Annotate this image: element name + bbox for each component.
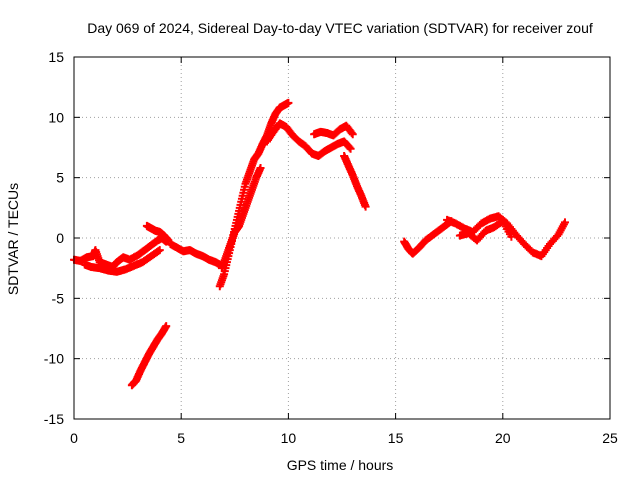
data-point bbox=[347, 128, 356, 137]
data-point bbox=[155, 246, 164, 255]
data-point bbox=[162, 322, 171, 331]
y-axis-label: SDTVAR / TECUs bbox=[5, 183, 21, 295]
y-tick-label: -5 bbox=[52, 290, 65, 306]
data-points-layer bbox=[70, 98, 569, 390]
y-tick-label: 0 bbox=[56, 230, 64, 246]
y-tick-label: -10 bbox=[44, 351, 64, 367]
x-tick-label: 10 bbox=[281, 430, 297, 446]
x-tick-label: 25 bbox=[602, 430, 618, 446]
data-point bbox=[346, 144, 355, 153]
chart-title: Day 069 of 2024, Sidereal Day-to-day VTE… bbox=[87, 20, 593, 36]
data-point bbox=[154, 247, 163, 256]
y-tick-label: 5 bbox=[56, 170, 64, 186]
data-point bbox=[284, 98, 293, 107]
x-axis-label: GPS time / hours bbox=[287, 457, 394, 473]
x-tick-label: 20 bbox=[495, 430, 511, 446]
data-point bbox=[256, 164, 265, 173]
data-point bbox=[345, 143, 354, 152]
x-tick-label: 15 bbox=[388, 430, 404, 446]
grid-layer bbox=[74, 57, 610, 419]
y-tick-label: -15 bbox=[44, 411, 64, 427]
x-tick-label: 5 bbox=[177, 430, 185, 446]
x-tick-label: 0 bbox=[70, 430, 78, 446]
data-point bbox=[348, 130, 357, 139]
data-point bbox=[507, 232, 516, 241]
y-tick-label: 10 bbox=[48, 109, 64, 125]
y-tick-label: 15 bbox=[48, 49, 64, 65]
data-point bbox=[361, 202, 370, 211]
axis-ticks-layer: 0 5 10 15 20 25 -15 -10 -5 0 5 10 15 bbox=[44, 49, 618, 446]
data-point bbox=[560, 218, 569, 227]
